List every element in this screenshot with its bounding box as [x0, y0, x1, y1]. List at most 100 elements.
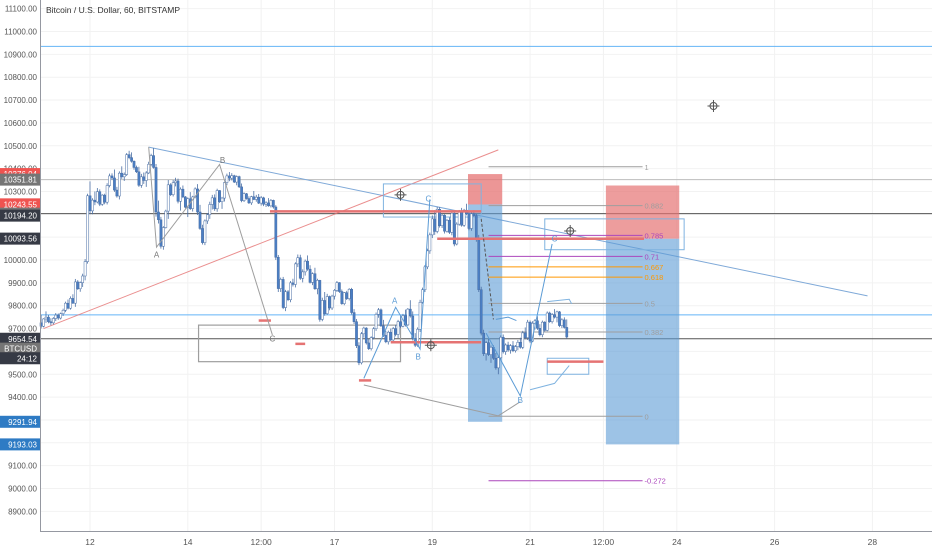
time-axis[interactable]: 12 14 12:00 17 19 21 12:00 24 26 28: [85, 537, 877, 547]
candle-body: [369, 337, 373, 349]
candle-body: [232, 175, 236, 183]
candle-body: [110, 175, 114, 179]
time-tick-label: 12: [85, 537, 95, 547]
candle-body: [252, 196, 256, 200]
fib-level-label: 0.382: [645, 328, 664, 337]
candle-body: [340, 291, 344, 304]
candle-body: [262, 197, 265, 205]
candle-body: [457, 211, 461, 225]
candle-body: [342, 292, 346, 304]
price-tick-label: 11000.00: [4, 28, 37, 37]
candle-body: [318, 280, 322, 320]
candle-body: [135, 167, 138, 173]
candle-body: [338, 282, 341, 292]
candle-body: [516, 342, 520, 347]
candle-body: [364, 327, 368, 344]
candle-body: [514, 346, 517, 351]
candle-body: [66, 302, 70, 309]
candle-body: [362, 327, 366, 335]
candle-body: [316, 280, 319, 290]
candle-body: [206, 214, 209, 222]
candle-body: [396, 321, 400, 335]
candle-body: [254, 196, 258, 200]
candle-body: [553, 314, 556, 318]
candle-body: [562, 319, 566, 328]
candle-body: [259, 197, 263, 204]
wave-label: A: [392, 296, 398, 305]
chart-title: Bitcoin / U.S. Dollar, 60, BITSTAMP: [46, 5, 180, 15]
candle-body: [78, 282, 82, 290]
candle-body: [42, 318, 45, 327]
time-tick-label: 12:00: [593, 537, 615, 547]
trend-line-support: [43, 149, 499, 330]
candle-body: [391, 328, 395, 341]
candle-body: [122, 174, 126, 178]
candle-body: [71, 298, 75, 304]
price-tag-box: [0, 209, 40, 222]
price-tag-label: 9193.03: [8, 440, 37, 449]
candle-body: [274, 206, 278, 258]
price-tick-label: 9100.00: [8, 462, 37, 471]
candle-body: [470, 213, 473, 229]
candle-body: [276, 257, 280, 289]
price-tick-label: 9700.00: [8, 325, 37, 334]
candle-body: [377, 309, 380, 315]
candle-body: [406, 308, 410, 326]
candle-body: [450, 212, 454, 233]
wave-label: B: [220, 156, 225, 165]
candle-body: [191, 196, 195, 209]
price-tick-label: 9400.00: [8, 393, 37, 402]
candle-body: [281, 279, 285, 308]
candle-body: [518, 342, 522, 348]
candle-body: [355, 321, 358, 346]
time-tick-label: 26: [770, 537, 780, 547]
candle-body: [117, 172, 121, 197]
candle-body: [174, 180, 177, 184]
candle-body: [494, 358, 498, 369]
price-tag-box: [0, 352, 40, 365]
candle-body: [501, 336, 505, 352]
candle-body: [215, 190, 219, 210]
candle-body: [540, 321, 544, 335]
candle-body: [54, 314, 58, 319]
candle-body: [374, 314, 378, 330]
candle-body: [166, 184, 170, 212]
candle-body: [69, 298, 72, 309]
zone-rectangle: [544, 218, 685, 251]
candle-body: [411, 315, 415, 339]
candle-body: [479, 289, 483, 334]
candle-body: [328, 296, 331, 309]
candle-body: [272, 200, 275, 208]
candle-body: [372, 328, 375, 338]
price-tag-box: [0, 232, 40, 245]
candle-body: [257, 196, 261, 204]
candle-body: [543, 321, 547, 331]
candle-body: [139, 176, 143, 186]
candle-body: [384, 335, 388, 343]
candle-body: [555, 311, 559, 318]
price-tag-label: 9654.54: [8, 335, 37, 344]
candle-body: [445, 219, 449, 232]
candle-body: [196, 188, 199, 213]
price-tag-label: 9291.94: [8, 418, 37, 427]
candle-body: [335, 282, 339, 291]
candle-body: [264, 202, 268, 205]
candle-body: [51, 318, 55, 324]
candle-body: [440, 214, 444, 226]
candle-body: [245, 193, 248, 199]
trend-line-resistance: [148, 146, 868, 297]
candle-body: [203, 220, 207, 243]
candle-body: [521, 332, 525, 348]
candle-body: [267, 202, 270, 207]
price-tag-label: 10093.56: [4, 235, 38, 244]
candle-body: [443, 214, 446, 232]
price-tag-box: [0, 173, 40, 186]
price-tick-label: 10000.00: [4, 256, 38, 265]
time-tick-label: 19: [428, 537, 438, 547]
candle-body: [303, 260, 307, 273]
candle-body: [247, 198, 251, 204]
drawings-front-layer: A B C A B C B C: [148, 99, 720, 417]
wave-label: A: [154, 251, 160, 260]
candle-body: [154, 167, 158, 213]
